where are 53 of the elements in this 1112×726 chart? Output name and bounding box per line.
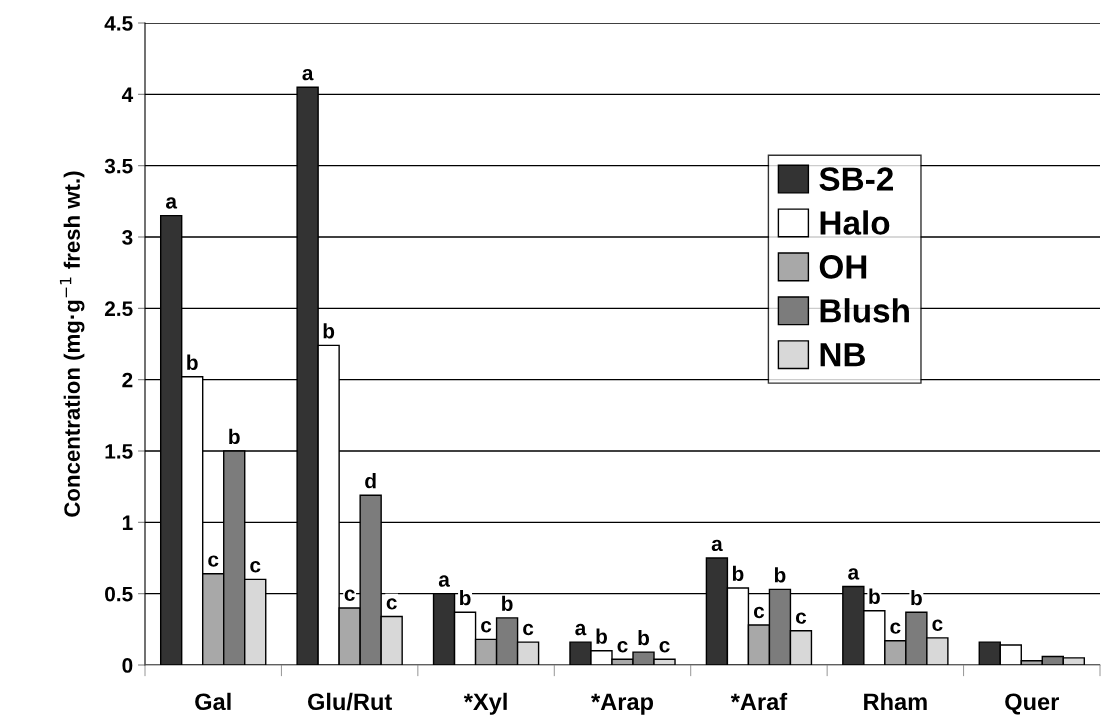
data-label: b (460, 590, 471, 606)
legend-label: SB-2 (819, 167, 893, 191)
y-tick-label: 2 (122, 372, 133, 388)
data-label: b (323, 323, 335, 339)
x-tick-label: Rham (864, 692, 927, 711)
data-label: c (617, 640, 628, 653)
data-label: c (890, 622, 901, 634)
data-label: b (596, 628, 607, 644)
data-label: c (659, 640, 670, 653)
y-axis-title: Concentration (mg·g$^{−1}$ fresh wt.) (59, 171, 85, 517)
data-label: a (575, 623, 587, 636)
data-label: c (523, 623, 534, 636)
data-label: c (753, 606, 765, 619)
data-label: b (911, 590, 922, 606)
data-label: b (774, 567, 786, 583)
legend-label: OH (819, 255, 867, 279)
data-label: b (732, 565, 744, 582)
y-tick-label: 0 (122, 658, 133, 673)
data-label: b (187, 354, 198, 370)
y-tick-label: 1.5 (105, 444, 133, 459)
data-label: c (344, 589, 355, 602)
data-label: d (365, 473, 376, 489)
data-label: b (229, 428, 240, 445)
data-label: b (638, 629, 650, 646)
data-label: b (869, 588, 880, 604)
x-tick-label: Gal (195, 692, 231, 711)
data-label: c (481, 621, 492, 633)
data-label: a (848, 568, 860, 580)
y-tick-label: 4.5 (104, 16, 133, 31)
data-label: c (932, 619, 943, 631)
data-label: c (208, 555, 219, 567)
data-label: a (711, 539, 723, 552)
data-label: c (795, 612, 807, 624)
data-label: a (438, 575, 450, 587)
data-label: b (502, 595, 513, 612)
y-tick-label: 3 (122, 230, 133, 245)
x-tick-label: *Arap (591, 693, 654, 715)
x-tick-label: Quer (1005, 693, 1059, 715)
y-tick-label: 2.5 (104, 301, 133, 317)
legend-label: Blush (820, 298, 909, 323)
y-tick-label: 0.5 (105, 586, 133, 602)
y-tick-label: 1 (122, 515, 133, 530)
y-tick-label: 4 (121, 87, 134, 102)
x-tick-label: *Xyl (463, 692, 507, 715)
data-label: a (302, 68, 314, 81)
y-tick-label: 3.5 (104, 158, 133, 174)
x-tick-label: Glu/Rut (307, 692, 392, 711)
data-label: c (386, 598, 397, 610)
x-tick-label: *Araf (730, 692, 788, 711)
legend-label: Halo (820, 210, 890, 235)
data-label: a (166, 197, 178, 209)
legend-label: NB (820, 343, 866, 367)
data-label: c (250, 561, 261, 573)
